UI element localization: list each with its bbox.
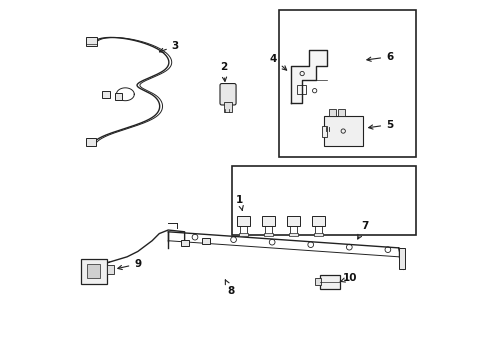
Bar (315, 278, 321, 285)
Bar (86, 138, 96, 146)
Bar (329, 109, 336, 116)
Bar (312, 216, 325, 226)
Text: 10: 10 (340, 273, 358, 283)
Bar (262, 216, 275, 226)
Text: 2: 2 (220, 63, 227, 81)
Bar (320, 275, 340, 289)
Bar (323, 116, 363, 146)
Text: 6: 6 (367, 52, 393, 62)
Bar (223, 102, 232, 112)
Polygon shape (292, 50, 327, 103)
Text: 8: 8 (225, 280, 234, 296)
Text: 5: 5 (368, 120, 393, 130)
Bar (202, 238, 210, 244)
FancyBboxPatch shape (220, 84, 236, 105)
Bar (81, 258, 107, 284)
Bar (297, 85, 306, 94)
Text: 1: 1 (236, 195, 243, 210)
Text: 7: 7 (358, 221, 368, 239)
Bar (239, 233, 247, 237)
Bar (264, 233, 272, 237)
Bar (322, 126, 327, 137)
Bar (279, 10, 416, 157)
Bar (86, 37, 98, 46)
Bar (287, 216, 300, 226)
Bar (87, 264, 99, 278)
Bar (232, 166, 416, 235)
Bar (115, 93, 122, 100)
Bar (102, 91, 110, 98)
Text: 9: 9 (118, 259, 142, 270)
Bar (338, 109, 345, 116)
Bar (107, 265, 114, 274)
Bar (289, 233, 297, 237)
Bar (237, 216, 249, 226)
Text: 4: 4 (270, 54, 287, 70)
Bar (314, 233, 322, 237)
Bar (181, 240, 189, 246)
Bar (398, 248, 405, 269)
Text: 3: 3 (159, 41, 179, 52)
